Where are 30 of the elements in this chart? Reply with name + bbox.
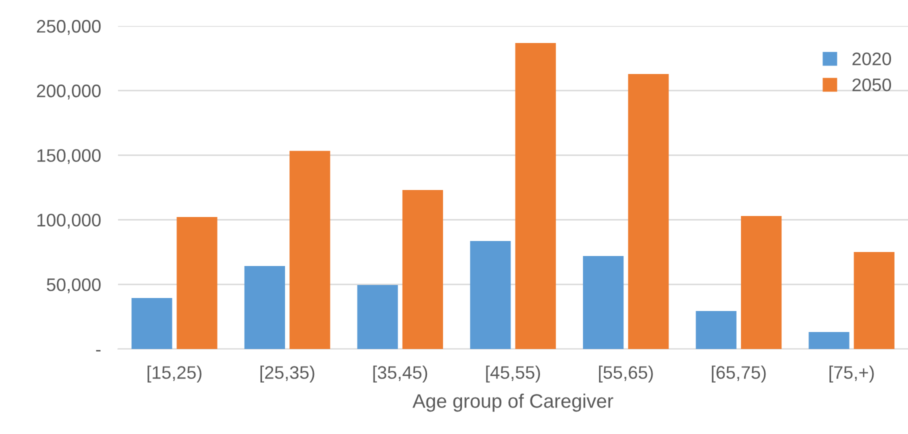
bar [696,311,736,349]
y-tick-label: 150,000 [37,149,101,164]
bar [132,298,172,349]
y-tick-label: 100,000 [37,214,101,229]
x-tick-label: [45,55) [486,366,540,382]
bar [176,216,218,349]
x-tick-label: [65,75) [712,366,766,382]
bar [290,150,330,349]
bar [402,190,444,349]
bar [740,216,782,349]
bar [808,332,850,349]
bar [515,43,556,349]
x-tick-label: [35,45) [373,366,428,382]
legend-label: 2020 [852,52,892,66]
y-tick-label: 50,000 [46,278,101,294]
y-tick-label: 200,000 [36,84,101,100]
x-tick-label: [25,35) [260,366,314,382]
bar [244,266,286,349]
bar [628,74,669,349]
bar [470,240,511,349]
bar [854,252,894,349]
x-tick-label: [55,65) [599,366,653,382]
x-tick-label: [75,+) [830,366,874,382]
legend-label: 2050 [852,78,892,92]
x-axis-title: Age group of Caregiver [412,394,614,412]
x-tick-label: [15,25) [148,366,202,382]
bar [582,256,624,349]
y-tick-label: 250,000 [36,20,101,35]
y-tick-label: - [96,350,101,352]
bar [357,285,398,349]
